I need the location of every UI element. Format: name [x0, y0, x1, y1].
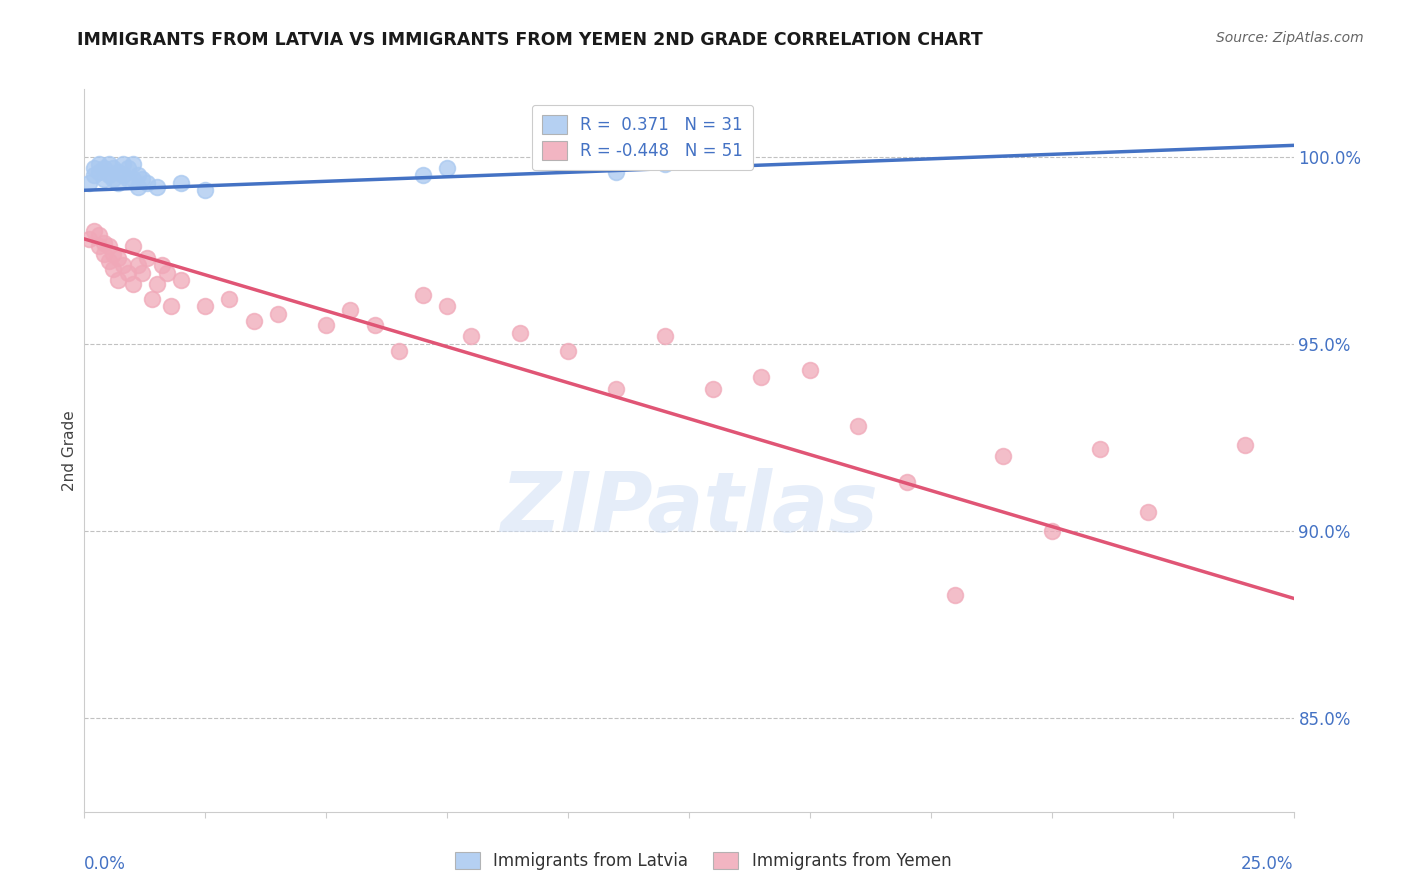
Point: [339, 303, 361, 318]
Point: [87, 239, 110, 253]
Text: IMMIGRANTS FROM LATVIA VS IMMIGRANTS FROM YEMEN 2ND GRADE CORRELATION CHART: IMMIGRANTS FROM LATVIA VS IMMIGRANTS FRO…: [77, 31, 983, 49]
Point: [103, 172, 125, 186]
Point: [93, 235, 115, 250]
Point: [436, 299, 458, 313]
Point: [412, 288, 434, 302]
Point: [943, 588, 966, 602]
Point: [315, 318, 337, 332]
Point: [218, 292, 240, 306]
Point: [121, 157, 143, 171]
Point: [363, 318, 385, 332]
Point: [107, 273, 129, 287]
Point: [97, 254, 120, 268]
Point: [654, 329, 676, 343]
Point: [557, 344, 579, 359]
Legend: Immigrants from Latvia, Immigrants from Yemen: Immigrants from Latvia, Immigrants from …: [449, 845, 957, 877]
Y-axis label: 2nd Grade: 2nd Grade: [62, 410, 77, 491]
Point: [93, 161, 115, 175]
Text: Source: ZipAtlas.com: Source: ZipAtlas.com: [1216, 31, 1364, 45]
Point: [93, 247, 115, 261]
Point: [112, 157, 135, 171]
Point: [121, 239, 143, 253]
Point: [896, 475, 918, 490]
Point: [103, 261, 125, 276]
Point: [993, 449, 1015, 463]
Point: [194, 183, 217, 197]
Point: [702, 153, 724, 168]
Point: [112, 258, 135, 272]
Point: [751, 370, 773, 384]
Point: [242, 314, 264, 328]
Text: ZIPatlas: ZIPatlas: [501, 467, 877, 549]
Point: [121, 172, 143, 186]
Point: [112, 169, 135, 183]
Point: [141, 292, 163, 306]
Point: [170, 273, 193, 287]
Point: [83, 169, 105, 183]
Point: [136, 176, 159, 190]
Point: [117, 172, 139, 186]
Point: [127, 258, 149, 272]
Point: [799, 363, 821, 377]
Point: [97, 239, 120, 253]
Point: [103, 247, 125, 261]
Point: [146, 179, 169, 194]
Point: [605, 382, 627, 396]
Point: [87, 157, 110, 171]
Point: [194, 299, 217, 313]
Point: [150, 258, 173, 272]
Text: 25.0%: 25.0%: [1241, 855, 1294, 873]
Point: [1040, 524, 1063, 538]
Point: [131, 172, 153, 186]
Point: [117, 161, 139, 175]
Point: [170, 176, 193, 190]
Point: [83, 161, 105, 175]
Point: [509, 326, 531, 340]
Point: [702, 382, 724, 396]
Point: [160, 299, 183, 313]
Point: [77, 232, 100, 246]
Point: [388, 344, 411, 359]
Text: 0.0%: 0.0%: [84, 855, 127, 873]
Point: [136, 251, 159, 265]
Point: [93, 172, 115, 186]
Point: [267, 307, 290, 321]
Point: [107, 164, 129, 178]
Point: [107, 251, 129, 265]
Point: [117, 266, 139, 280]
Point: [77, 176, 100, 190]
Point: [1137, 505, 1160, 519]
Point: [83, 224, 105, 238]
Point: [97, 157, 120, 171]
Point: [436, 161, 458, 175]
Point: [87, 164, 110, 178]
Point: [127, 179, 149, 194]
Point: [131, 266, 153, 280]
Point: [121, 277, 143, 291]
Point: [846, 419, 869, 434]
Legend: R =  0.371   N = 31, R = -0.448   N = 51: R = 0.371 N = 31, R = -0.448 N = 51: [531, 104, 754, 169]
Point: [1088, 442, 1111, 456]
Point: [654, 157, 676, 171]
Point: [146, 277, 169, 291]
Point: [155, 266, 177, 280]
Point: [127, 169, 149, 183]
Point: [1234, 438, 1257, 452]
Point: [412, 169, 434, 183]
Point: [87, 228, 110, 243]
Point: [460, 329, 482, 343]
Point: [107, 176, 129, 190]
Point: [103, 161, 125, 175]
Point: [605, 164, 627, 178]
Point: [97, 169, 120, 183]
